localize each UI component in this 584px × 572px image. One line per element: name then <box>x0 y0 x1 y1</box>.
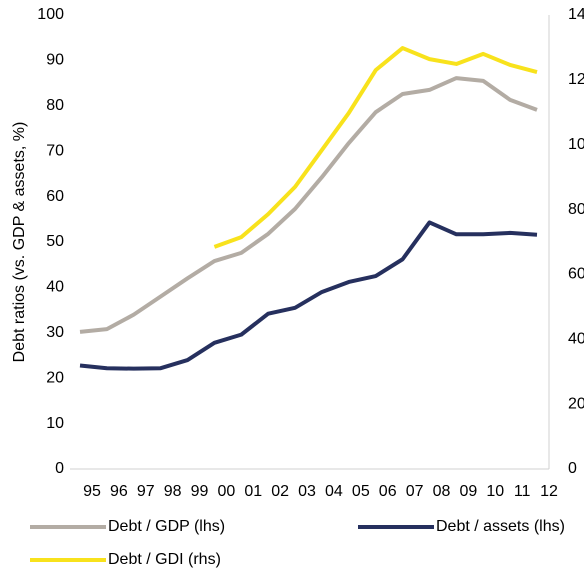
x-tick-label: 06 <box>379 483 397 500</box>
y-tick-label: 20 <box>46 369 64 386</box>
y-tick-label: 30 <box>46 324 64 341</box>
x-tick-label: 99 <box>191 483 209 500</box>
x-tick-label: 11 <box>514 483 531 500</box>
y2-tick-label: 0 <box>568 460 577 477</box>
x-tick-label: 00 <box>218 483 236 500</box>
x-tick-label: 96 <box>110 483 128 500</box>
x-tick-label: 07 <box>406 483 424 500</box>
y-tick-label: 50 <box>46 233 64 250</box>
x-tick-label: 03 <box>298 483 316 500</box>
legend-label: Debt / GDI (rhs) <box>108 551 221 568</box>
x-tick-label: 05 <box>352 483 370 500</box>
x-tick-label: 98 <box>164 483 182 500</box>
series-line <box>79 76 538 334</box>
y2-tick-label: 120 <box>568 71 584 88</box>
y-tick-label: 10 <box>46 415 64 432</box>
y-tick-label: 40 <box>46 279 64 296</box>
legend-label: Debt / GDP (lhs) <box>108 518 225 535</box>
x-tick-label: 09 <box>459 483 477 500</box>
y-tick-label: 0 <box>55 460 64 477</box>
y2-tick-label: 140 <box>568 6 584 23</box>
legend-label: Debt / assets (lhs) <box>436 518 565 535</box>
x-tick-label: 97 <box>137 483 155 500</box>
x-tick-label: 02 <box>271 483 289 500</box>
x-tick-label: 10 <box>486 483 504 500</box>
y-tick-label: 100 <box>37 6 64 23</box>
y2-tick-label: 40 <box>568 331 584 348</box>
x-tick-label: 08 <box>433 483 451 500</box>
x-tick-label: 12 <box>540 483 558 500</box>
y2-tick-label: 100 <box>568 136 584 153</box>
y-tick-label: 80 <box>46 97 64 114</box>
series-line <box>79 220 538 371</box>
x-tick-label: 95 <box>83 483 101 500</box>
y2-tick-label: 60 <box>568 266 584 283</box>
y-axis-label: Debt ratios (vs. GDP & assets, %) <box>11 122 28 363</box>
y2-tick-label: 80 <box>568 201 584 218</box>
y-tick-label: 70 <box>46 142 64 159</box>
x-tick-label: 04 <box>325 483 343 500</box>
y-tick-label: 60 <box>46 188 64 205</box>
y-tick-label: 90 <box>46 52 64 69</box>
x-tick-label: 01 <box>244 483 262 500</box>
y2-tick-label: 20 <box>568 395 584 412</box>
series-line <box>213 46 538 249</box>
